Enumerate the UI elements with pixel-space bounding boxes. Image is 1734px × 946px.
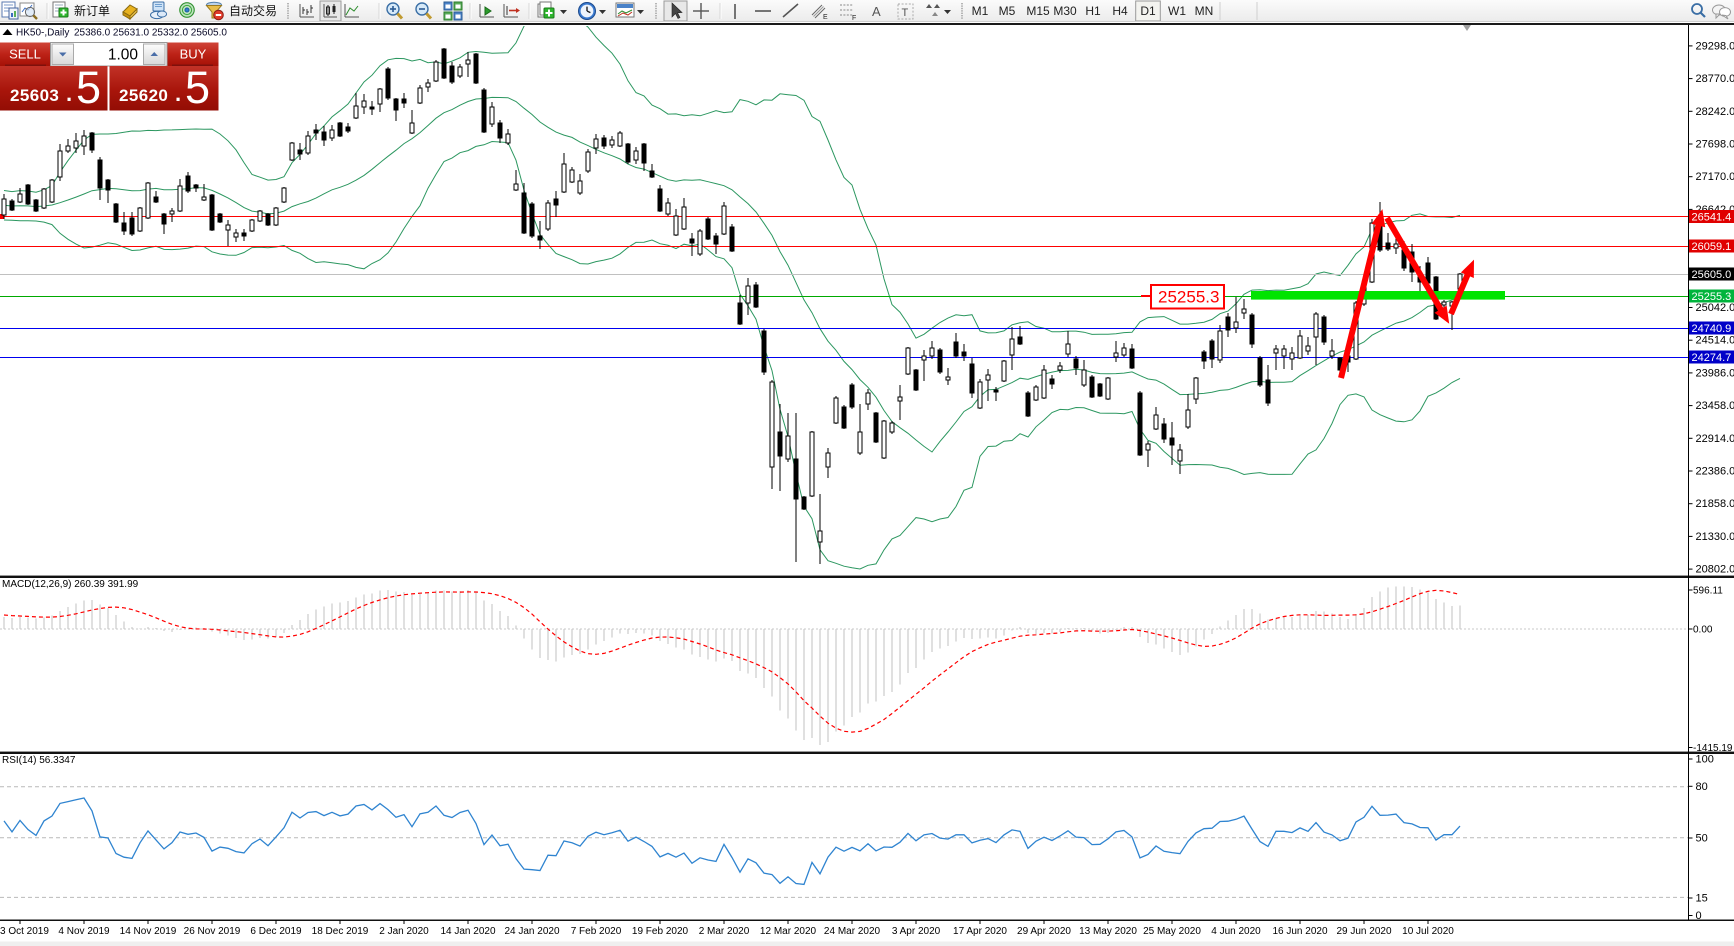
- svg-text:19 Feb 2020: 19 Feb 2020: [632, 926, 689, 937]
- svg-text:5: 5: [76, 62, 101, 113]
- svg-text:23986.0: 23986.0: [1696, 367, 1734, 379]
- svg-text:18 Dec 2019: 18 Dec 2019: [312, 926, 369, 937]
- svg-text:自动交易: 自动交易: [229, 3, 277, 18]
- svg-text:25603: 25603: [10, 86, 59, 105]
- svg-text:W1: W1: [1168, 4, 1186, 18]
- svg-text:27698.0: 27698.0: [1696, 139, 1734, 151]
- svg-text:H1: H1: [1085, 4, 1101, 18]
- svg-text:21330.0: 21330.0: [1696, 531, 1734, 543]
- svg-text:D1: D1: [1140, 4, 1156, 18]
- svg-text:M5: M5: [999, 4, 1016, 18]
- svg-text:3 Oct 2019: 3 Oct 2019: [0, 926, 49, 937]
- svg-text:7 Feb 2020: 7 Feb 2020: [571, 926, 622, 937]
- svg-text:29 Jun 2020: 29 Jun 2020: [1336, 926, 1391, 937]
- svg-text:BUY: BUY: [180, 47, 207, 62]
- svg-text:E: E: [823, 14, 828, 21]
- svg-text:25042.0: 25042.0: [1696, 302, 1734, 314]
- svg-text:SELL: SELL: [9, 47, 41, 62]
- svg-text:0.00: 0.00: [1693, 625, 1713, 636]
- svg-text:6 Dec 2019: 6 Dec 2019: [250, 926, 302, 937]
- svg-text:3 Apr 2020: 3 Apr 2020: [892, 926, 941, 937]
- svg-text:5: 5: [185, 62, 210, 113]
- svg-text:22914.0: 22914.0: [1696, 433, 1734, 445]
- svg-text:27170.0: 27170.0: [1696, 171, 1734, 183]
- svg-text:A: A: [872, 4, 881, 19]
- svg-text:24274.7: 24274.7: [1692, 352, 1732, 364]
- svg-text:29 Apr 2020: 29 Apr 2020: [1017, 926, 1071, 937]
- svg-text:M15: M15: [1026, 4, 1050, 18]
- svg-text:24 Jan 2020: 24 Jan 2020: [504, 926, 559, 937]
- svg-text:-1415.19: -1415.19: [1693, 743, 1733, 754]
- svg-text:4 Jun 2020: 4 Jun 2020: [1211, 926, 1261, 937]
- svg-text:15: 15: [1696, 893, 1708, 905]
- svg-text:17 Apr 2020: 17 Apr 2020: [953, 926, 1007, 937]
- svg-text:25620: 25620: [119, 86, 168, 105]
- svg-text:24740.9: 24740.9: [1692, 323, 1732, 335]
- svg-text:29298.0: 29298.0: [1696, 40, 1734, 52]
- svg-text:2 Mar 2020: 2 Mar 2020: [699, 926, 750, 937]
- svg-text:26 Nov 2019: 26 Nov 2019: [184, 926, 241, 937]
- svg-text:H4: H4: [1112, 4, 1128, 18]
- svg-text:25255.3: 25255.3: [1692, 291, 1732, 303]
- svg-text:4 Nov 2019: 4 Nov 2019: [58, 926, 110, 937]
- svg-text:25605.0: 25605.0: [1692, 269, 1732, 281]
- svg-text:20802.0: 20802.0: [1696, 564, 1734, 576]
- svg-text:28242.0: 28242.0: [1696, 106, 1734, 118]
- svg-text:13 May 2020: 13 May 2020: [1079, 926, 1137, 937]
- svg-text:25255.3: 25255.3: [1158, 288, 1219, 307]
- svg-text:23458.0: 23458.0: [1696, 400, 1734, 412]
- svg-text:0: 0: [1696, 910, 1702, 922]
- svg-text:26059.1: 26059.1: [1692, 241, 1732, 253]
- svg-text:24514.0: 24514.0: [1696, 335, 1734, 347]
- svg-text:100: 100: [1696, 754, 1714, 766]
- svg-text:16 Jun 2020: 16 Jun 2020: [1272, 926, 1327, 937]
- svg-text:T: T: [902, 7, 909, 19]
- svg-text:新订单: 新订单: [74, 3, 110, 18]
- svg-text:10 Jul 2020: 10 Jul 2020: [1402, 926, 1454, 937]
- svg-text:596.11: 596.11: [1693, 586, 1723, 597]
- svg-text:M1: M1: [972, 4, 989, 18]
- svg-text:1.00: 1.00: [108, 47, 139, 64]
- svg-text:.: .: [175, 81, 181, 106]
- svg-text:21858.0: 21858.0: [1696, 498, 1734, 510]
- svg-text:MACD(12,26,9) 260.39 391.99: MACD(12,26,9) 260.39 391.99: [2, 579, 139, 590]
- svg-text:80: 80: [1696, 781, 1708, 793]
- svg-text:28770.0: 28770.0: [1696, 73, 1734, 85]
- svg-text:22386.0: 22386.0: [1696, 466, 1734, 478]
- svg-text:50: 50: [1696, 833, 1708, 845]
- svg-text:2 Jan 2020: 2 Jan 2020: [379, 926, 429, 937]
- svg-text:24 Mar 2020: 24 Mar 2020: [824, 926, 881, 937]
- svg-text:14 Nov 2019: 14 Nov 2019: [120, 926, 177, 937]
- svg-text:MN: MN: [1195, 4, 1214, 18]
- svg-text:F: F: [852, 15, 856, 22]
- svg-text:HK50-,Daily: HK50-,Daily: [16, 28, 69, 39]
- svg-text:.: .: [66, 81, 72, 106]
- svg-text:25 May 2020: 25 May 2020: [1143, 926, 1201, 937]
- svg-text:25386.0 25631.0 25332.0 25605.: 25386.0 25631.0 25332.0 25605.0: [74, 28, 227, 39]
- svg-text:12 Mar 2020: 12 Mar 2020: [760, 926, 817, 937]
- svg-text:14 Jan 2020: 14 Jan 2020: [440, 926, 495, 937]
- svg-text:26541.4: 26541.4: [1692, 212, 1732, 224]
- svg-text:RSI(14) 56.3347: RSI(14) 56.3347: [2, 755, 76, 766]
- svg-text:M30: M30: [1053, 4, 1077, 18]
